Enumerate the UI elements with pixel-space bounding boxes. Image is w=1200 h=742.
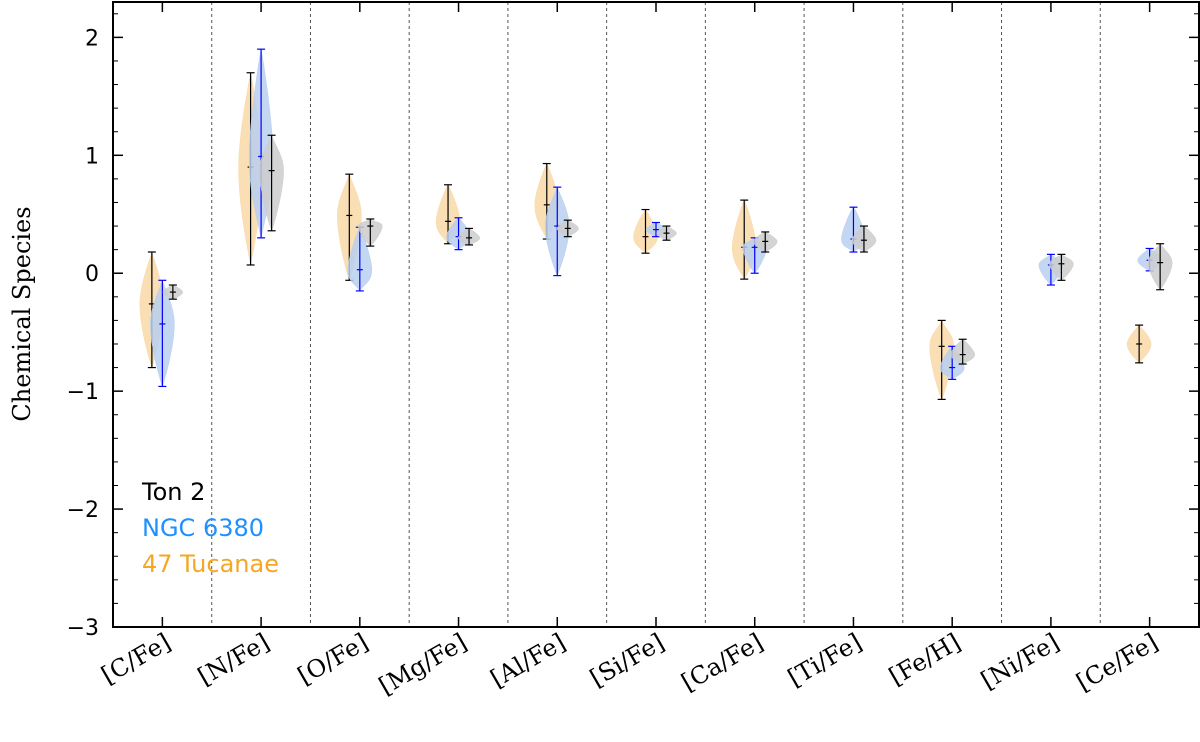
legend-entry: NGC 6380 xyxy=(142,514,264,542)
violin-marks xyxy=(139,48,1173,401)
plot-frame xyxy=(112,1,1200,628)
y-tick-label: −1 xyxy=(67,380,99,405)
legend: Ton 2 NGC 6380 47 Tucanae xyxy=(141,478,279,578)
x-tick-label: [Si/Fe] xyxy=(585,628,669,692)
violin-ton-2 xyxy=(259,134,284,232)
y-tick-label: 2 xyxy=(85,26,99,51)
x-tick-label: [Ce/Fe] xyxy=(1072,628,1163,697)
y-axis: 2 1 0 −1 −2 −3 xyxy=(67,13,1199,641)
violin-ton-2 xyxy=(851,225,877,253)
violin-ton-2 xyxy=(1147,243,1173,291)
violin-47-tucanae xyxy=(929,319,954,401)
violin-ton-2 xyxy=(950,338,975,365)
violin-ton-2 xyxy=(458,227,481,246)
violin-ton-2 xyxy=(358,218,383,247)
x-tick-label: [Ti/Fe] xyxy=(783,628,866,692)
x-tick-label: [Ni/Fe] xyxy=(976,628,1064,695)
violin-ngc-6380 xyxy=(545,186,570,277)
violin-ton-2 xyxy=(656,225,677,241)
violin-ton-2 xyxy=(752,231,778,253)
x-tick-label: [Al/Fe] xyxy=(486,628,570,693)
x-tick-label: [C/Fe] xyxy=(97,628,176,690)
legend-entry: Ton 2 xyxy=(141,478,205,506)
y-tick-label: −3 xyxy=(67,616,99,641)
x-tick-label: [Mg/Fe] xyxy=(374,628,471,700)
violin-ton-2 xyxy=(162,284,184,300)
legend-entry: 47 Tucanae xyxy=(142,550,279,578)
x-tick-label: [O/Fe] xyxy=(293,628,373,690)
category-separators xyxy=(211,2,1101,627)
x-tick-label: [Fe/H] xyxy=(884,628,965,691)
violin-47-tucanae xyxy=(633,208,658,254)
y-tick-label: 0 xyxy=(85,262,99,287)
x-tick-label: [Ca/Fe] xyxy=(677,628,768,697)
violin-ngc-6380 xyxy=(150,279,175,388)
violin-ton-2 xyxy=(1049,253,1074,281)
x-tick-label: [N/Fe] xyxy=(193,628,274,691)
violin-47-tucanae xyxy=(1126,324,1152,364)
y-tick-label: −2 xyxy=(67,498,99,523)
y-axis-title: Chemical Species xyxy=(8,206,36,421)
violin-ton-2 xyxy=(556,219,579,238)
y-tick-label: 1 xyxy=(85,144,99,169)
